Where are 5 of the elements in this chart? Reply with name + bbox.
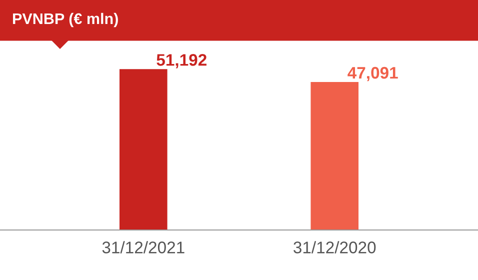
data-label: 47,091: [348, 66, 398, 82]
x-tick-label: 31/12/2020: [294, 241, 376, 254]
chart-title: PVNBP (€ mln): [13, 12, 118, 28]
data-label: 51,192: [156, 54, 206, 68]
x-tick-label: 31/12/2021: [102, 241, 184, 254]
